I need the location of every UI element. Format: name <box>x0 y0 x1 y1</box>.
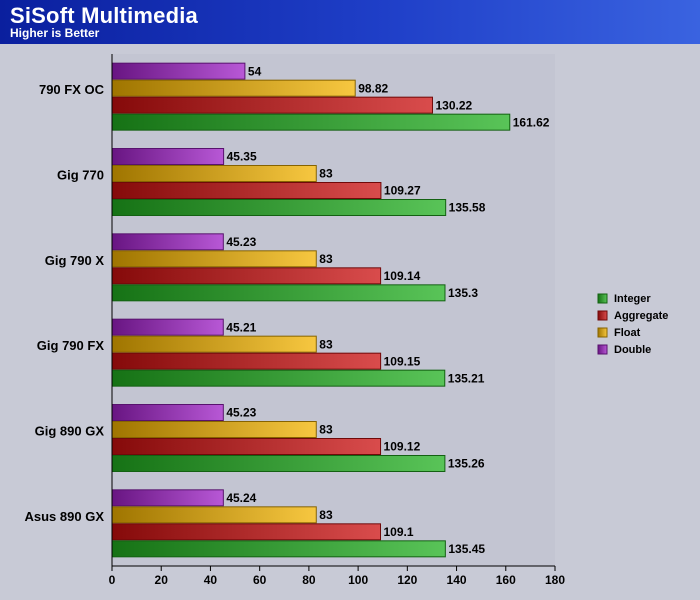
legend-swatch <box>597 310 608 321</box>
data-label: 109.1 <box>384 525 414 539</box>
bar-aggregate <box>111 352 382 370</box>
plot-background <box>112 54 555 566</box>
data-label: 45.21 <box>226 320 256 334</box>
x-tick-label: 160 <box>496 573 516 587</box>
data-label: 45.35 <box>227 150 257 164</box>
x-tick-label: 80 <box>302 573 316 587</box>
chart-header: SiSoft Multimedia Higher is Better <box>0 0 700 44</box>
bar-integer <box>111 369 446 387</box>
category-label: Asus 890 GX <box>25 509 105 524</box>
data-label: 54 <box>248 64 262 78</box>
legend-label: Float <box>614 327 641 339</box>
legend-swatch <box>597 293 608 304</box>
bar-double <box>111 62 246 80</box>
legend-label: Integer <box>614 293 651 305</box>
category-label: Gig 790 X <box>45 253 105 268</box>
bar-chart: 790 FX OC 54 98.82 130.22 161.62 Gig 770 45.35… <box>25 54 668 587</box>
category-label: 790 FX OC <box>39 82 105 97</box>
chart-subtitle: Higher is Better <box>10 26 100 40</box>
bar-double <box>111 148 225 165</box>
data-label: 109.14 <box>384 269 421 283</box>
data-label: 135.21 <box>448 371 485 385</box>
data-label: 161.62 <box>513 115 550 129</box>
bar-float <box>111 421 317 438</box>
data-label: 135.3 <box>448 286 478 300</box>
data-label: 135.58 <box>449 201 486 215</box>
x-tick-label: 180 <box>545 573 565 587</box>
plot-area <box>112 54 555 566</box>
bar-float <box>111 79 356 97</box>
bar-float <box>111 335 317 353</box>
x-tick-label: 0 <box>109 573 116 587</box>
bar-integer <box>111 284 446 302</box>
category-label: Gig 790 FX <box>37 338 105 353</box>
data-label: 45.23 <box>226 235 256 249</box>
data-label: 83 <box>319 508 333 522</box>
x-tick-label: 60 <box>253 573 267 587</box>
x-axis: 0 20 40 60 80 100 120 140 160 180 <box>109 54 565 587</box>
bar-integer <box>111 540 446 558</box>
data-label: 98.82 <box>358 81 388 95</box>
bar-aggregate <box>111 523 382 541</box>
data-label: 135.45 <box>448 542 485 556</box>
data-label: 83 <box>319 167 333 181</box>
bar-aggregate <box>111 438 382 455</box>
legend: Integer Aggregate Float Double <box>597 293 668 356</box>
data-label: 83 <box>319 423 333 437</box>
data-label: 109.15 <box>384 354 421 368</box>
bar-double <box>111 318 224 336</box>
bar-float <box>111 506 317 524</box>
x-tick-label: 140 <box>447 573 467 587</box>
bar-float <box>111 165 317 182</box>
x-tick-label: 20 <box>155 573 169 587</box>
x-tick-label: 100 <box>348 573 368 587</box>
bar-integer <box>111 113 511 131</box>
bar-double <box>111 404 224 421</box>
data-label: 135.26 <box>448 457 485 471</box>
data-label: 83 <box>319 252 333 266</box>
data-label: 45.23 <box>226 406 256 420</box>
bar-aggregate <box>111 267 382 285</box>
x-tick-label: 120 <box>397 573 417 587</box>
data-label: 109.27 <box>384 184 421 198</box>
x-tick-label: 40 <box>204 573 218 587</box>
labels-group: 790 FX OC 54 98.82 130.22 161.62 Gig 770 45.35… <box>25 64 550 556</box>
data-label: 83 <box>319 337 333 351</box>
bar-aggregate <box>111 182 382 199</box>
data-label: 45.24 <box>226 491 256 505</box>
legend-label: Aggregate <box>614 310 668 322</box>
chart-title: SiSoft Multimedia <box>10 3 198 28</box>
bar-float <box>111 250 317 268</box>
bar-double <box>111 489 224 507</box>
legend-label: Double <box>614 344 651 356</box>
data-label: 109.12 <box>384 440 421 454</box>
bar-integer <box>111 455 446 472</box>
data-label: 130.22 <box>435 98 472 112</box>
bar-double <box>111 233 224 251</box>
bar-integer <box>111 199 447 216</box>
category-label: Gig 890 GX <box>35 423 105 438</box>
category-label: Gig 770 <box>57 167 104 182</box>
legend-swatch <box>597 344 608 355</box>
bar-aggregate <box>111 96 433 114</box>
legend-swatch <box>597 327 608 338</box>
